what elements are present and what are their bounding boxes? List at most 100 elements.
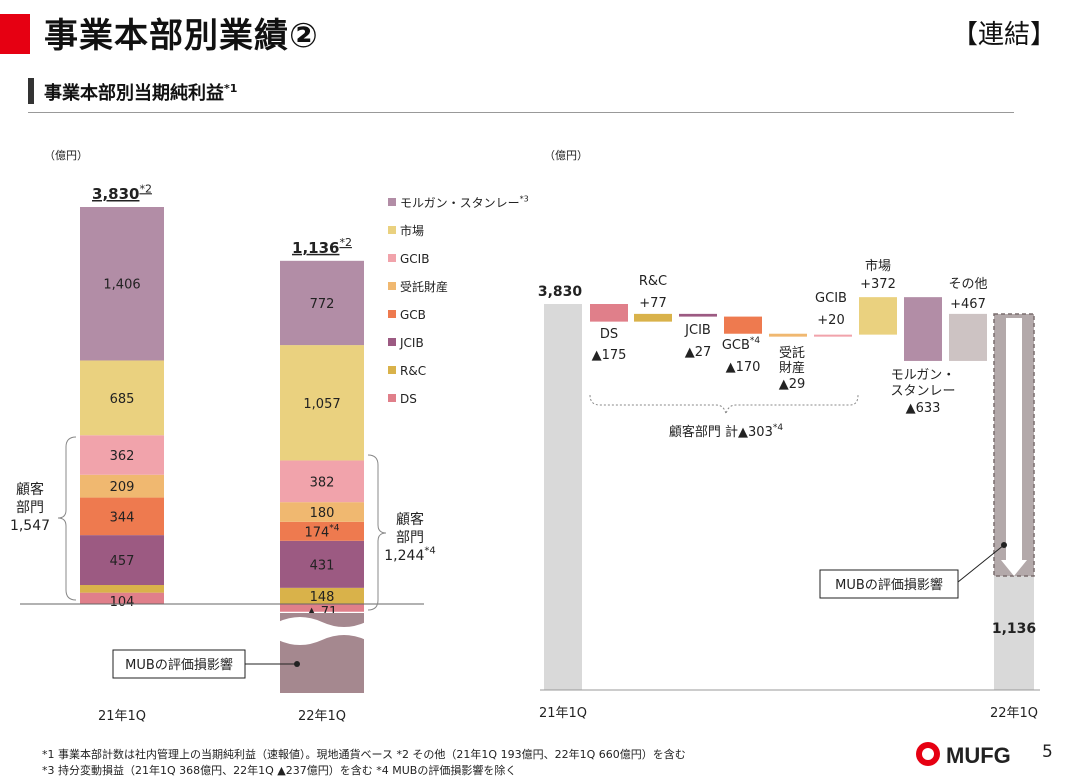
step-name-3: GCB*4 [722,336,761,353]
axis-break-mark [278,617,366,645]
legend-swatch-6 [388,366,396,374]
customer-group-right-line-2: 1,244*4 [384,546,435,564]
data-label-series-4-0: 209 [110,480,135,495]
subtitle-text: 事業本部別当期純利益 [44,83,224,104]
bar-segment-series-6-1 [280,345,364,461]
step-value-5: +20 [817,313,844,328]
data-label-series-4-1: 180 [310,506,335,521]
mub-callout-line-right [957,544,1005,583]
step-value-1: +77 [639,296,666,311]
customer-group-right-line-0: 顧客 [396,511,424,528]
bar-segment-series-3-1 [280,521,364,541]
data-label-series-2-0: 457 [110,554,135,569]
left-unit-label: （億円） [44,149,88,162]
data-label-series-3-1: 174*4 [304,523,339,540]
bar-segment-series-3-0 [80,497,164,536]
right-category-end: 22年1Q [990,706,1038,721]
total-label-1: 1,136*2 [292,236,352,257]
data-label-series-7-0: 1,406 [103,278,140,293]
step-value-2: ▲27 [685,345,712,360]
mub-callout-box-right [819,569,959,599]
waterfall-step-8 [949,313,987,361]
data-label-series-5-1: 382 [310,475,335,490]
bar-segment-series-0-1 [280,604,364,612]
total-label-0: 3,830*2 [92,182,152,203]
step-value-4: ▲29 [779,377,806,392]
waterfall-step-1 [634,313,672,322]
customer-group-left-line-1: 部門 [16,500,44,516]
legend-swatch-7 [388,394,396,402]
step-value-0: ▲175 [592,348,627,363]
step-value-7: ▲633 [906,401,941,416]
mub-callout-label-right: MUBの評価損影響 [835,577,943,593]
consolidated-badge: 【連結】 [951,20,1056,50]
bar-segment-series-0-0 [80,592,164,604]
bar-segment-series-2-0 [80,535,164,586]
step-name-4-line-0: 受託 [779,345,805,361]
data-label-series-6-0: 685 [110,392,135,407]
mub-arrow-shaft [1006,318,1022,562]
subtitle-note: *1 [224,82,238,95]
legend-label-2: GCIB [400,252,429,266]
customer-group-left-line-2: 1,547 [10,518,50,534]
right-unit-label: （億円） [544,149,588,162]
waterfall-step-5 [814,334,852,337]
bar-segment-series-6-0 [80,360,164,436]
footnote-1: *1 事業本部計数は社内管理上の当期純利益（速報値）。現地通貨ベース *2 その… [42,748,686,761]
legend-label-6: R&C [400,364,426,378]
data-label-series-6-1: 1,057 [303,397,340,412]
waterfall-step-7 [904,297,942,361]
customer-brace-left [57,436,77,601]
mufg-logo-mark: MUFG [916,742,1011,768]
mufg-logo: MUFG [914,740,1024,774]
right-category-start: 21年1Q [539,706,587,721]
step-name-0: DS [600,327,618,342]
page-number: 5 [1042,742,1053,762]
bar-segment-series-2-1 [280,540,364,588]
customer-group-left-line-0: 顧客 [16,481,44,498]
footnote-2: *3 持分変動損益（21年1Q 368億円、22年1Q ▲237億円）を含む *… [42,764,517,777]
step-name-2: JCIB [684,323,711,338]
bar-segment-series-4-1 [280,502,364,522]
customer-group-right-line-1: 部門 [396,530,424,546]
customer-total-brace [589,394,859,415]
step-value-6: +372 [860,277,896,292]
legend-swatch-3 [388,282,396,290]
step-name-7-line-1: スタンレー [890,384,955,399]
waterfall-step-0 [590,304,628,322]
bar-segment-series-7-0 [80,207,164,361]
step-name-5: GCIB [815,291,847,306]
step-name-4-line-1: 財産 [779,360,805,376]
mub-callout-box [112,649,246,679]
waterfall-start-value: 3,830 [538,284,583,300]
bar-segment-series-7-1 [280,260,364,346]
mub-callout-label: MUBの評価損影響 [125,657,233,673]
subtitle-accent-bar [28,78,34,104]
waterfall-step-2 [679,313,717,317]
legend-label-4: GCB [400,308,426,322]
customer-brace-right [367,454,387,611]
step-name-8: その他 [948,277,987,292]
data-label-series-3-0: 344 [110,510,135,525]
step-name-1: R&C [639,274,667,289]
waterfall-step-6 [859,297,897,335]
section-subtitle: 事業本部別当期純利益*1 [44,79,237,105]
logo-text: MUFG [946,743,1011,768]
waterfall-step-3 [724,316,762,334]
customer-total-label: 顧客部門 計▲303*4 [669,423,783,440]
legend-swatch-2 [388,254,396,262]
subtitle-divider [28,112,1014,113]
legend-label-7: DS [400,392,417,406]
step-value-3: ▲170 [726,360,761,375]
data-label-series-2-1: 431 [310,558,335,573]
title-accent-bar [0,14,30,54]
bar-segment-series-5-1 [280,460,364,503]
legend-swatch-5 [388,338,396,346]
bar-segment-series-5-0 [80,435,164,475]
data-label-series-5-0: 362 [110,449,135,464]
legend-label-3: 受託財産 [400,279,448,294]
legend-swatch-4 [388,310,396,318]
data-label-series-0-0: 104 [110,595,135,610]
legend-swatch-0 [388,198,396,206]
